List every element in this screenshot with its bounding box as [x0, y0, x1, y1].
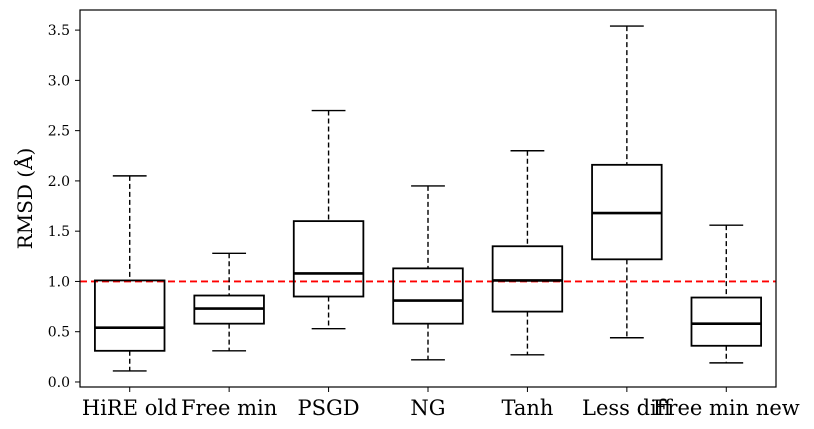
- plot-frame: [79, 9, 777, 388]
- x-tick-label: Less diff: [582, 396, 674, 420]
- y-tick-label: 0.0: [48, 375, 70, 391]
- box-iqr: [94, 279, 166, 352]
- box-iqr: [392, 267, 464, 325]
- y-tick-label: 1.0: [48, 274, 70, 290]
- x-tick-label: HiRE old: [82, 396, 178, 420]
- y-tick-label: 3.5: [48, 23, 70, 39]
- box-iqr: [292, 220, 365, 298]
- y-tick-label: 2.5: [48, 124, 70, 140]
- x-tick-label: Tanh: [501, 396, 553, 420]
- x-tick-label: NG: [410, 396, 445, 420]
- box-iqr: [690, 296, 762, 347]
- y-tick-label: 0.5: [48, 325, 70, 341]
- box-iqr: [491, 245, 564, 313]
- y-tick-label: 1.5: [48, 224, 70, 240]
- x-tick-label: Free min: [181, 396, 277, 420]
- x-tick-label: Free min new: [653, 396, 800, 420]
- y-tick-label: 2.0: [48, 174, 70, 190]
- x-tick-label: PSGD: [298, 396, 360, 420]
- y-axis-title: RMSD (Å): [12, 148, 37, 250]
- plot-area: HiRE old Free min PSGD NG Tanh Less diffFree …: [12, 9, 800, 420]
- y-tick-label: 3.0: [48, 73, 70, 89]
